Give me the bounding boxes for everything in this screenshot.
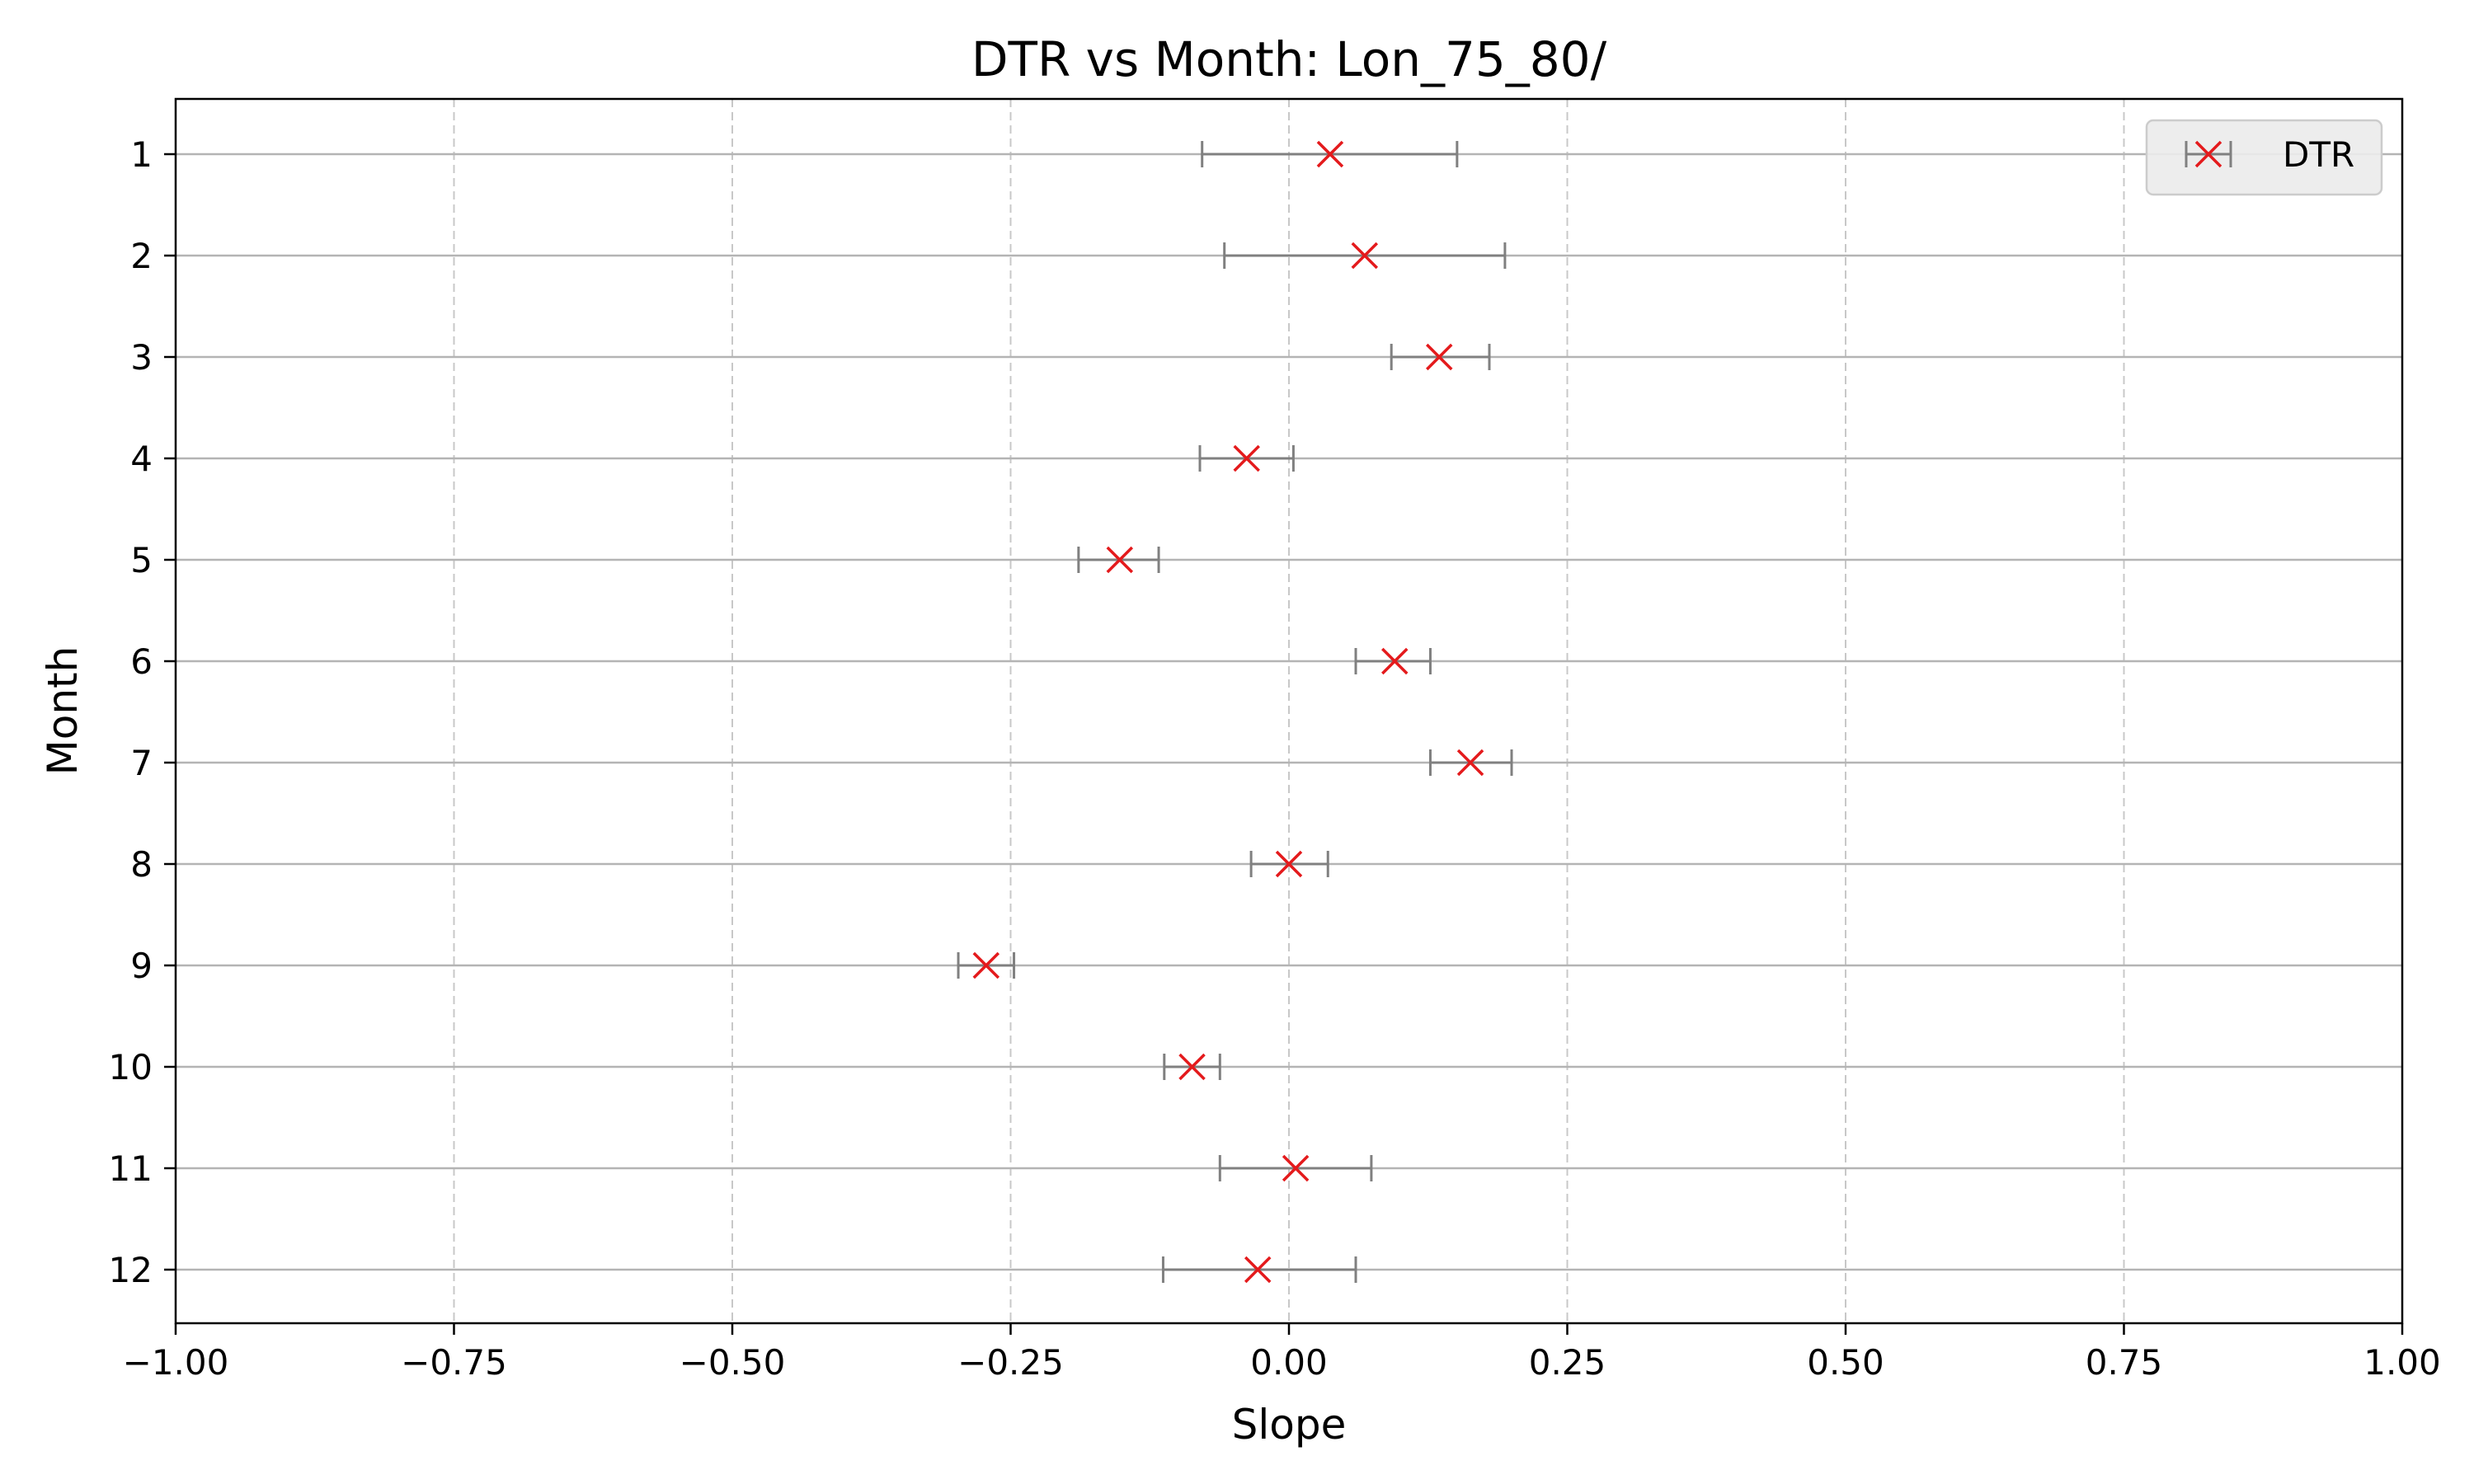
- data-markers: [972, 140, 1484, 1284]
- x-tick-label: −0.50: [680, 1342, 786, 1383]
- x-tick-label: 0.25: [1529, 1342, 1606, 1383]
- x-axis-label: Slope: [1232, 1401, 1347, 1449]
- data-point-marker: [1456, 749, 1484, 777]
- y-tick-label: 12: [109, 1250, 153, 1290]
- y-tick-label: 3: [130, 337, 153, 378]
- x-tick-label: −0.25: [957, 1342, 1064, 1383]
- legend-box: [2145, 119, 2383, 196]
- y-tick-label: 7: [130, 743, 153, 783]
- y-tick-label: 5: [130, 540, 153, 580]
- y-tick-label: 9: [130, 946, 153, 986]
- y-tick-label: 4: [130, 439, 153, 479]
- y-tick-label: 10: [109, 1047, 153, 1087]
- legend-label: DTR: [2283, 134, 2354, 175]
- data-point-marker: [1381, 647, 1409, 675]
- data-point-marker: [1233, 444, 1260, 472]
- y-tick-label: 6: [130, 641, 153, 682]
- x-tick-label: 0.00: [1250, 1342, 1328, 1383]
- data-point-marker: [1275, 850, 1303, 878]
- data-point-marker: [972, 951, 1000, 979]
- x-tick-label: 1.00: [2363, 1342, 2441, 1383]
- legend-marker: [2185, 140, 2232, 168]
- x-axis-ticks: −1.00 −0.75 −0.50 −0.25 0.00 0.25 0.50 0.75 1.00: [123, 1323, 2441, 1383]
- data-point-marker: [1426, 343, 1453, 371]
- x-tick-label: 0.50: [1807, 1342, 1884, 1383]
- y-tick-label: 2: [130, 236, 153, 276]
- data-point-marker: [1282, 1154, 1310, 1182]
- x-tick-label: −0.75: [401, 1342, 507, 1383]
- data-point-marker: [1106, 546, 1134, 574]
- legend-x-marker: [2194, 140, 2222, 168]
- x-tick-label: 0.75: [2086, 1342, 2163, 1383]
- data-point-marker: [1316, 140, 1344, 168]
- legend: DTR: [2145, 119, 2383, 196]
- x-tick-label: −1.00: [123, 1342, 229, 1383]
- y-tick-label: 11: [109, 1148, 153, 1189]
- data-point-marker: [1351, 242, 1379, 270]
- chart-title: DTR vs Month: Lon_75_80/: [971, 31, 1607, 87]
- data-point-marker: [1178, 1053, 1206, 1081]
- y-tick-label: 1: [130, 134, 153, 175]
- y-tick-label: 8: [130, 844, 153, 885]
- y-axis-label: Month: [39, 646, 87, 776]
- data-point-marker: [1244, 1256, 1272, 1284]
